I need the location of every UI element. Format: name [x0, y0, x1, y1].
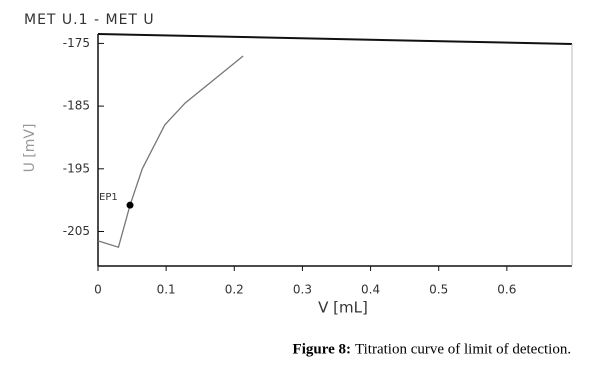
- y-axis-label: U [mV]: [22, 124, 38, 173]
- x-tick-label: 0: [94, 283, 102, 297]
- x-tick-label: 0.5: [429, 283, 448, 297]
- x-tick-label: 0.1: [157, 283, 176, 297]
- caption-text: Titration curve of limit of detection.: [355, 341, 571, 357]
- x-tick-label: 0.4: [361, 283, 380, 297]
- x-axis-label: V [mL]: [318, 299, 368, 317]
- y-tick-label: -205: [63, 224, 90, 238]
- y-tick-label: -185: [63, 99, 90, 113]
- data-line: [97, 55, 244, 249]
- chart-title: MET U.1 - MET U: [24, 12, 155, 28]
- x-tick-label: 0.3: [293, 283, 312, 297]
- y-tick-label: -175: [63, 36, 90, 50]
- endpoint-marker: [126, 201, 134, 209]
- endpoint-label: EP1: [99, 192, 118, 203]
- x-tick-label: 0.2: [225, 283, 244, 297]
- x-tick-label: 0.6: [497, 283, 516, 297]
- caption-label: Figure 8:: [293, 341, 351, 357]
- plot-top-border: [97, 33, 573, 45]
- y-tick-label: -195: [63, 161, 90, 175]
